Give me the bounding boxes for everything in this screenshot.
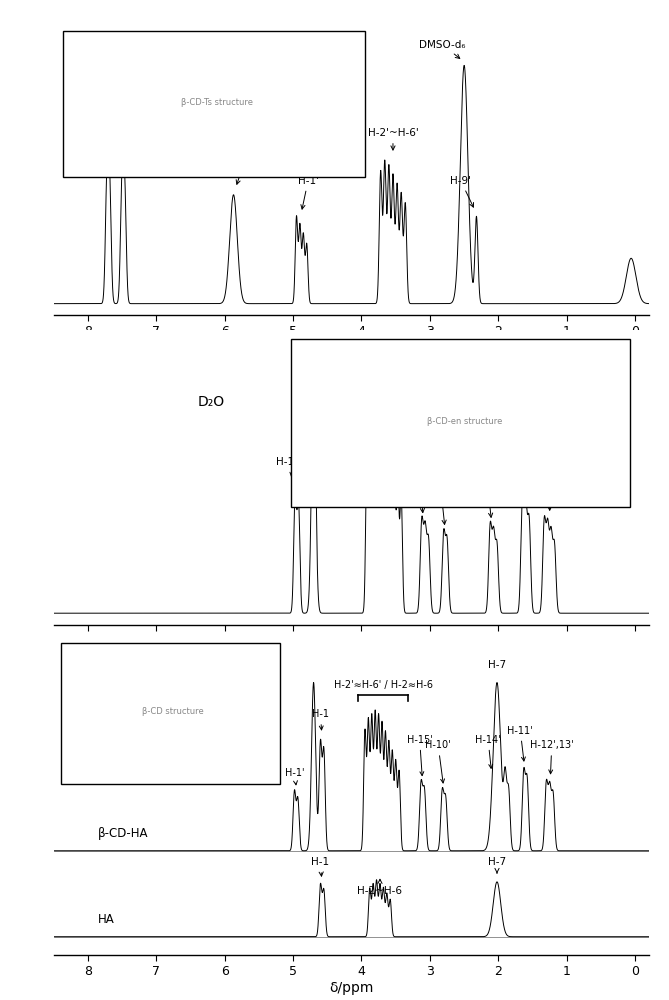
Text: H-9': H-9': [450, 176, 474, 207]
Text: H-1': H-1': [276, 457, 297, 487]
X-axis label: δ/ppm: δ/ppm: [329, 341, 373, 355]
Text: H-7': H-7': [96, 157, 117, 177]
Text: H-2'≈H-6' / H-2≈H-6: H-2'≈H-6' / H-2≈H-6: [334, 680, 433, 690]
Text: H-11': H-11': [506, 452, 534, 494]
Text: OH-2', 3': OH-2', 3': [224, 151, 269, 184]
Text: D₂O: D₂O: [197, 395, 225, 409]
Text: β-CD-HA: β-CD-HA: [98, 827, 149, 840]
Text: H-1: H-1: [311, 857, 330, 876]
Text: H-14': H-14': [473, 473, 500, 517]
Text: H-1': H-1': [285, 768, 304, 785]
Text: H-7: H-7: [488, 660, 506, 670]
Text: D₂O: D₂O: [230, 653, 258, 667]
Text: H-15': H-15': [407, 735, 433, 776]
Text: H-7: H-7: [488, 857, 506, 873]
X-axis label: δ/ppm: δ/ppm: [329, 651, 373, 665]
Text: H-12',13': H-12',13': [526, 473, 573, 510]
Text: H-1: H-1: [312, 709, 329, 730]
X-axis label: δ/ppm: δ/ppm: [329, 981, 373, 995]
Text: HA: HA: [98, 913, 115, 926]
Text: (a): (a): [341, 368, 362, 383]
Text: H-15': H-15': [406, 469, 434, 513]
Text: (b): (b): [341, 678, 362, 693]
Text: DMSO-d₆: DMSO-d₆: [419, 39, 466, 58]
Text: H-12',13': H-12',13': [530, 740, 573, 774]
Text: H-2~H-6: H-2~H-6: [357, 879, 403, 896]
Text: H-10': H-10': [425, 740, 451, 783]
Text: H-2'~H-6': H-2'~H-6': [367, 128, 418, 150]
Text: H-11': H-11': [508, 726, 533, 761]
Text: H-2'~H-6': H-2'~H-6': [358, 372, 408, 382]
Text: H-1': H-1': [298, 176, 318, 209]
Text: H-14': H-14': [475, 735, 501, 768]
Text: H-8': H-8': [113, 157, 134, 177]
Text: H-10': H-10': [426, 478, 454, 524]
